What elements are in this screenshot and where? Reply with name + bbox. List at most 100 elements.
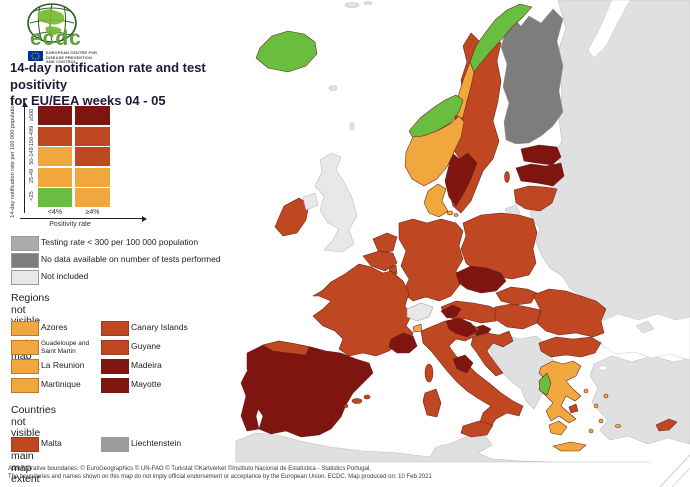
legend-row-label-2: 50-149 bbox=[29, 147, 35, 165]
map-region-italy bbox=[420, 318, 524, 430]
map-region-slovakia bbox=[495, 286, 538, 306]
map-region-denmark-islands bbox=[446, 210, 454, 216]
map-region-rhodes bbox=[614, 424, 622, 428]
legend-cell-r2c0 bbox=[38, 147, 72, 166]
region-label-azores: Azores bbox=[41, 322, 68, 332]
map-region-portugal bbox=[240, 360, 262, 432]
notification-axis-label: 14-day notification rate per 100 000 pop… bbox=[10, 102, 16, 218]
legend-cell-r3c1 bbox=[75, 167, 110, 187]
region-swatch-mayotte bbox=[101, 378, 129, 393]
region-swatch-canary-islands bbox=[101, 321, 129, 336]
map-region-belgium bbox=[362, 250, 398, 272]
legend-row-label-0: ≥500 bbox=[29, 108, 35, 122]
map-region-greek-island-3 bbox=[598, 418, 604, 424]
ecdc-logo-subtext: EUROPEAN CENTRE FOR DISEASE PREVENTION A… bbox=[46, 51, 98, 65]
legend-col-label-0: <4% bbox=[47, 209, 63, 216]
status-swatch-testing-rate bbox=[11, 236, 39, 251]
status-swatch-no-data bbox=[11, 253, 39, 268]
legend-row-label-3: 25-49 bbox=[29, 168, 35, 184]
map-region-north-africa bbox=[235, 432, 651, 463]
region-label-martinique: Martinique bbox=[41, 379, 81, 389]
legend-cell-r2c1 bbox=[75, 147, 110, 166]
legend-cell-r0c0 bbox=[38, 106, 72, 125]
region-label-mayotte: Mayotte bbox=[131, 379, 162, 389]
eu-flag-icon bbox=[28, 51, 43, 61]
map-region-attica bbox=[568, 403, 579, 414]
legend-row-label-1: 150-499 bbox=[29, 125, 35, 147]
legend-cell-r4c0 bbox=[38, 188, 72, 207]
map-region-faroe-islands bbox=[328, 85, 338, 91]
region-swatch-guadeloupe bbox=[11, 340, 39, 355]
map-region-shetland bbox=[349, 121, 355, 131]
map-region-norway-north bbox=[469, 3, 533, 73]
map-region-sicily bbox=[460, 420, 494, 438]
status-label-testing-rate: Testing rate < 300 per 100 000 populatio… bbox=[41, 237, 199, 247]
map-region-crimea bbox=[635, 320, 655, 334]
map-region-estonia bbox=[520, 144, 562, 166]
ecdc-logo: ecdc EUROPEAN CENTRE FOR DISEASE PREVENT… bbox=[22, 3, 182, 64]
map-region-balearics-3 bbox=[343, 404, 349, 408]
map-region-united-kingdom bbox=[314, 152, 358, 253]
legend-col-label-1: ≥4% bbox=[85, 209, 100, 216]
map-region-denmark-islands-2 bbox=[453, 213, 459, 217]
map-region-greece-west bbox=[538, 372, 552, 396]
x-axis-arrow-icon bbox=[142, 215, 147, 222]
region-swatch-azores bbox=[11, 321, 39, 336]
map-region-aosta-valley bbox=[412, 323, 423, 333]
map-region-italy-central bbox=[452, 354, 474, 374]
legend-row-label-4: <25 bbox=[29, 191, 35, 201]
map-region-latvia bbox=[515, 162, 565, 187]
map-region-peloponnese bbox=[548, 420, 568, 436]
status-label-no-data: No data available on number of tests per… bbox=[41, 254, 221, 264]
y-axis-arrow-icon bbox=[21, 102, 28, 107]
map-region-svalbard bbox=[344, 2, 360, 8]
map-region-sweden-south bbox=[444, 149, 478, 207]
status-label-not-included: Not included bbox=[41, 271, 89, 281]
region-label-guyane: Guyane bbox=[131, 341, 161, 351]
map-region-romania bbox=[532, 288, 607, 338]
map-title: 14-day notification rate and test positi… bbox=[10, 60, 260, 110]
map-region-spain bbox=[246, 340, 374, 438]
legend-cell-r0c1 bbox=[75, 106, 110, 125]
country-label-malta: Malta bbox=[41, 438, 62, 448]
ecdc-logo-text: ecdc bbox=[30, 27, 82, 50]
positivity-axis-label: Positivity rate bbox=[49, 221, 91, 228]
sea-of-marmara bbox=[598, 365, 608, 371]
region-swatch-madeira bbox=[101, 359, 129, 374]
map-neatline-2 bbox=[671, 467, 690, 487]
white-sea bbox=[587, 0, 631, 59]
map-region-poland bbox=[460, 212, 538, 280]
map-region-cyprus bbox=[655, 418, 678, 432]
region-swatch-guyane bbox=[101, 340, 129, 355]
map-region-ireland bbox=[274, 197, 310, 237]
map-region-balearics bbox=[351, 398, 363, 404]
map-region-gotland bbox=[504, 171, 510, 183]
x-axis-line bbox=[20, 218, 142, 219]
map-region-sardinia bbox=[422, 388, 442, 418]
map-region-czechia bbox=[455, 265, 507, 294]
country-swatch-malta bbox=[11, 437, 39, 452]
map-region-croatia bbox=[470, 330, 514, 377]
status-swatch-not-included bbox=[11, 270, 39, 285]
legend-cell-r4c1 bbox=[75, 188, 110, 207]
region-label-madeira: Madeira bbox=[131, 360, 162, 370]
map-neatline bbox=[659, 454, 690, 487]
map-footnote-line1: Administrative boundaries: © EuroGeograp… bbox=[8, 466, 371, 472]
ecdc-globe-icon bbox=[27, 3, 77, 43]
map-region-greece bbox=[538, 360, 582, 424]
region-label-guadeloupe: Guadeloupe and Saint Martin bbox=[41, 340, 90, 355]
map-region-finland bbox=[500, 8, 564, 145]
map-region-austria-west bbox=[440, 304, 462, 319]
map-region-denmark bbox=[423, 183, 449, 218]
map-region-switzerland bbox=[406, 302, 434, 322]
y-axis-line bbox=[24, 107, 25, 213]
map-title-line1: 14-day notification rate and test positi… bbox=[10, 60, 206, 92]
black-sea bbox=[596, 313, 690, 361]
map-region-balearics-2 bbox=[363, 394, 371, 400]
map-region-france-southeast bbox=[388, 332, 418, 354]
legend-cell-r1c0 bbox=[38, 126, 72, 146]
map-region-greek-island-1 bbox=[583, 388, 589, 394]
map-region-netherlands bbox=[372, 232, 398, 254]
map-region-corsica bbox=[424, 363, 434, 383]
